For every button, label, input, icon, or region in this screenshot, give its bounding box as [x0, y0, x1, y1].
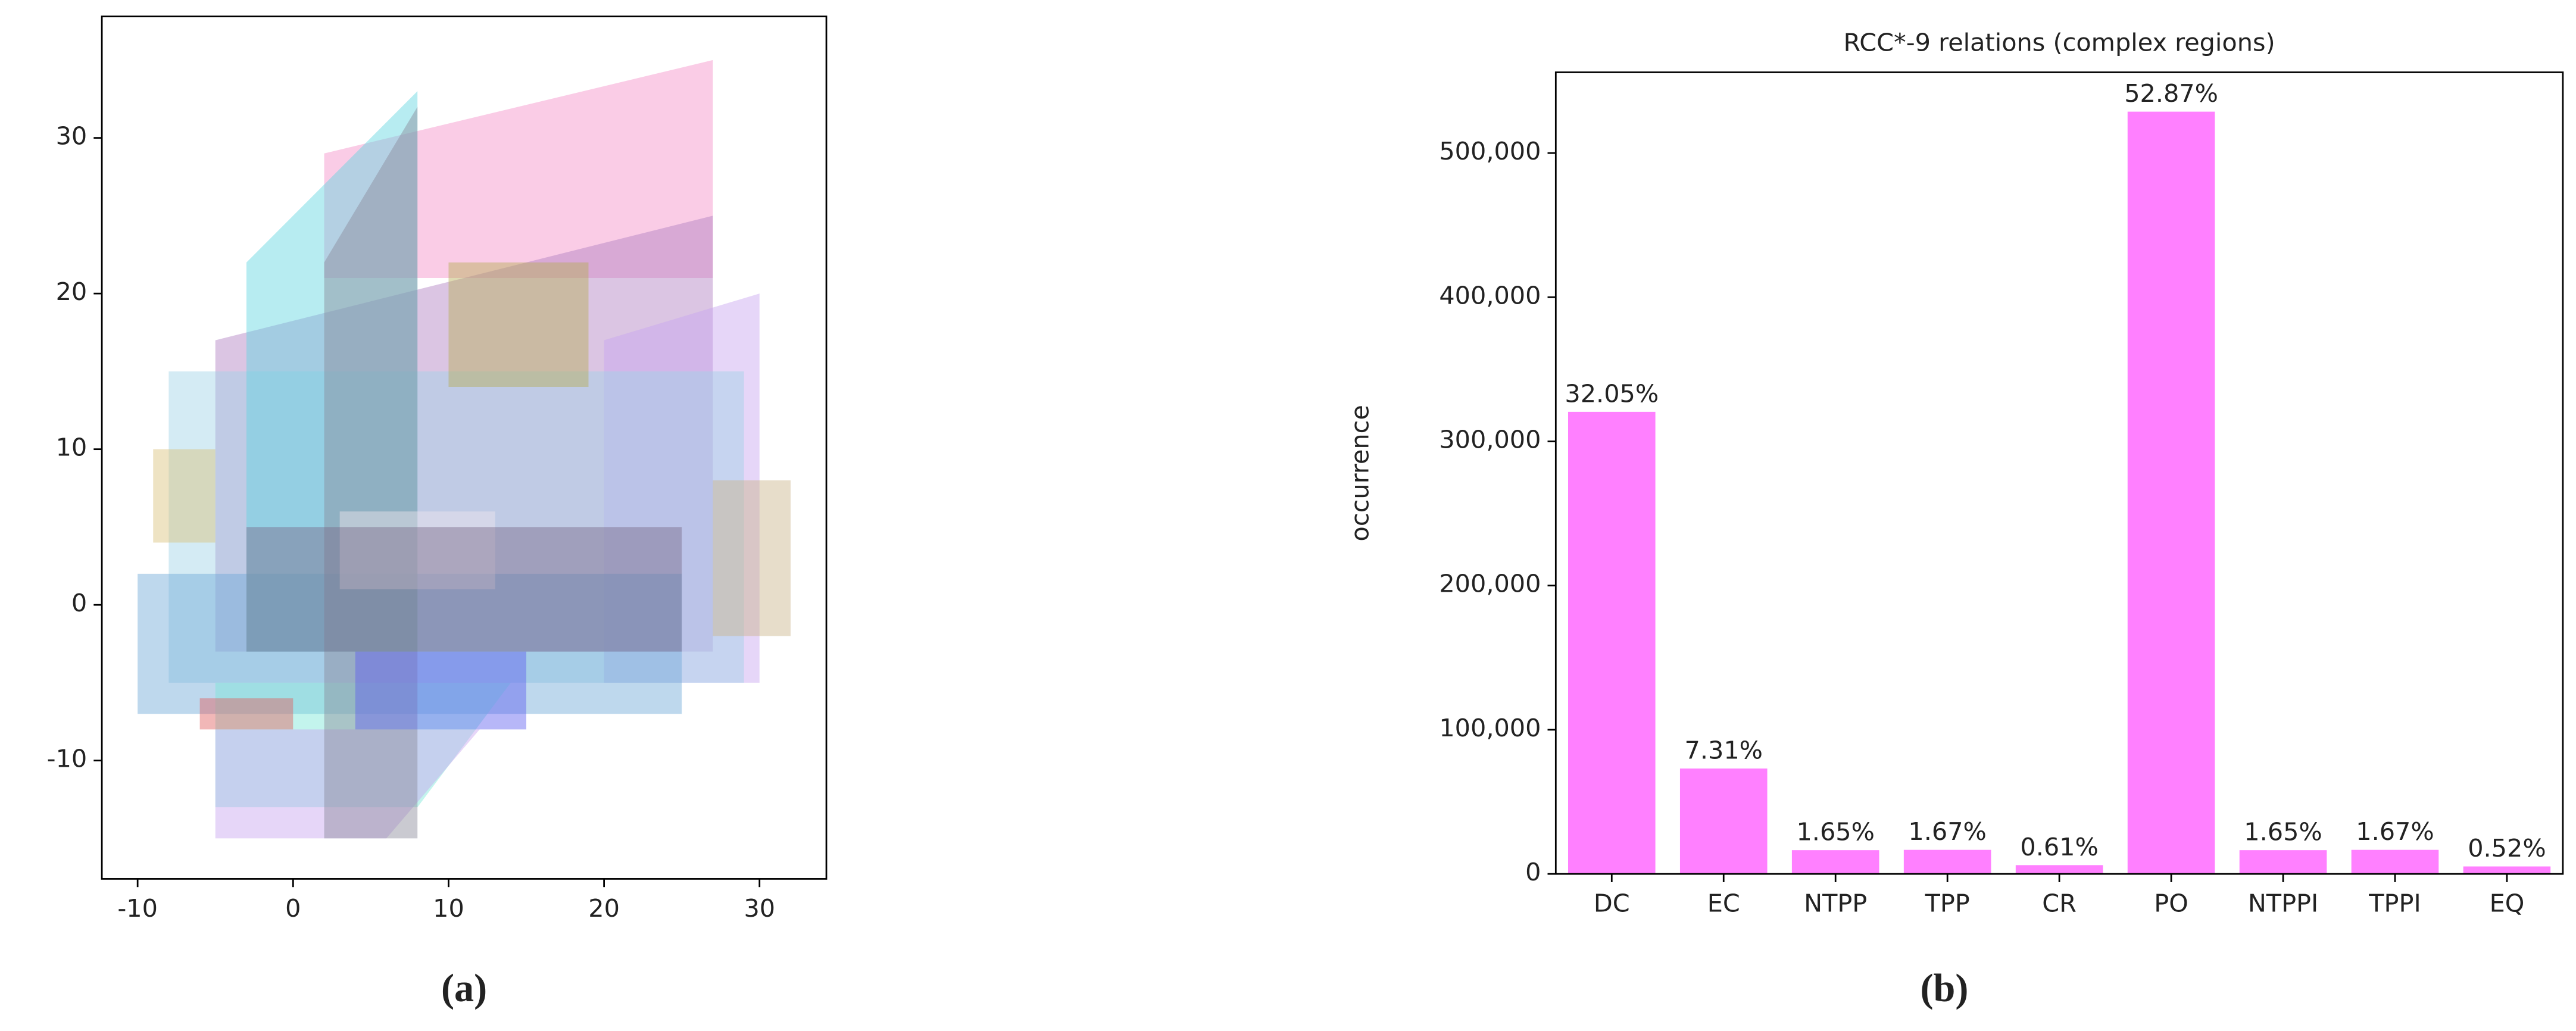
region	[324, 107, 418, 839]
caption: (b)	[1920, 967, 1968, 1010]
data-label: 1.67%	[1908, 817, 1986, 846]
chart-title: RCC*-9 relations (complex regions)	[1844, 29, 2275, 57]
bar	[1679, 768, 1768, 874]
bar	[2463, 866, 2551, 874]
region	[153, 449, 216, 543]
x-tick-label: -10	[117, 894, 158, 923]
bar	[1903, 849, 1991, 874]
region	[199, 698, 293, 730]
bar	[2239, 850, 2327, 874]
caption: (a)	[441, 967, 487, 1010]
x-tick-label: CR	[2042, 889, 2077, 918]
data-label: 0.61%	[2020, 833, 2098, 861]
y-tick-label: 0	[71, 589, 87, 617]
bar	[1568, 411, 1656, 874]
x-tick-label: DC	[1594, 889, 1630, 918]
data-label: 52.87%	[2124, 79, 2218, 108]
x-tick-label: NTPPI	[2248, 889, 2318, 918]
region	[448, 262, 589, 388]
data-label: 1.65%	[1796, 818, 1874, 846]
y-tick-label: 30	[56, 122, 88, 151]
y-tick-label: 100,000	[1439, 714, 1541, 742]
x-tick-label: NTPP	[1804, 889, 1867, 918]
x-tick-label: EC	[1707, 889, 1740, 918]
data-label: 1.65%	[2244, 818, 2322, 846]
data-label: 32.05%	[1565, 379, 1659, 408]
x-tick-label: 20	[588, 894, 620, 923]
region	[355, 651, 527, 730]
region	[215, 682, 511, 808]
x-tick-label: 0	[285, 894, 301, 923]
bar	[2127, 111, 2215, 874]
y-tick-label: 0	[1525, 858, 1541, 886]
x-tick-label: TPP	[1925, 889, 1970, 918]
region	[339, 511, 495, 590]
x-tick-label: PO	[2154, 889, 2188, 918]
axes-frame	[101, 15, 828, 880]
data-label: 0.52%	[2468, 834, 2546, 863]
x-tick-label: TPPI	[2368, 889, 2421, 918]
region	[215, 729, 480, 839]
bar	[2351, 849, 2439, 874]
y-tick-label: 200,000	[1439, 570, 1541, 598]
y-tick-label: -10	[47, 745, 88, 773]
region	[168, 371, 744, 683]
y-tick-label: 10	[56, 433, 88, 462]
y-tick-label: 300,000	[1439, 426, 1541, 454]
region	[324, 60, 713, 278]
region	[246, 527, 682, 652]
x-tick-label: 30	[744, 894, 775, 923]
x-tick-label: EQ	[2490, 889, 2525, 918]
data-label: 1.67%	[2356, 817, 2434, 846]
region	[604, 293, 760, 683]
y-tick-label: 500,000	[1439, 137, 1541, 165]
region	[215, 215, 713, 652]
region	[246, 91, 418, 652]
y-tick-label: 20	[56, 277, 88, 306]
bar	[2015, 865, 2103, 874]
y-tick-label: 400,000	[1439, 281, 1541, 310]
bar	[1791, 850, 1879, 874]
axes-frame	[1554, 71, 2564, 875]
region	[713, 480, 791, 636]
x-tick-label: 10	[433, 894, 464, 923]
region	[138, 573, 682, 714]
data-label: 7.31%	[1685, 736, 1763, 764]
y-axis-label: occurrence	[1346, 405, 1375, 541]
